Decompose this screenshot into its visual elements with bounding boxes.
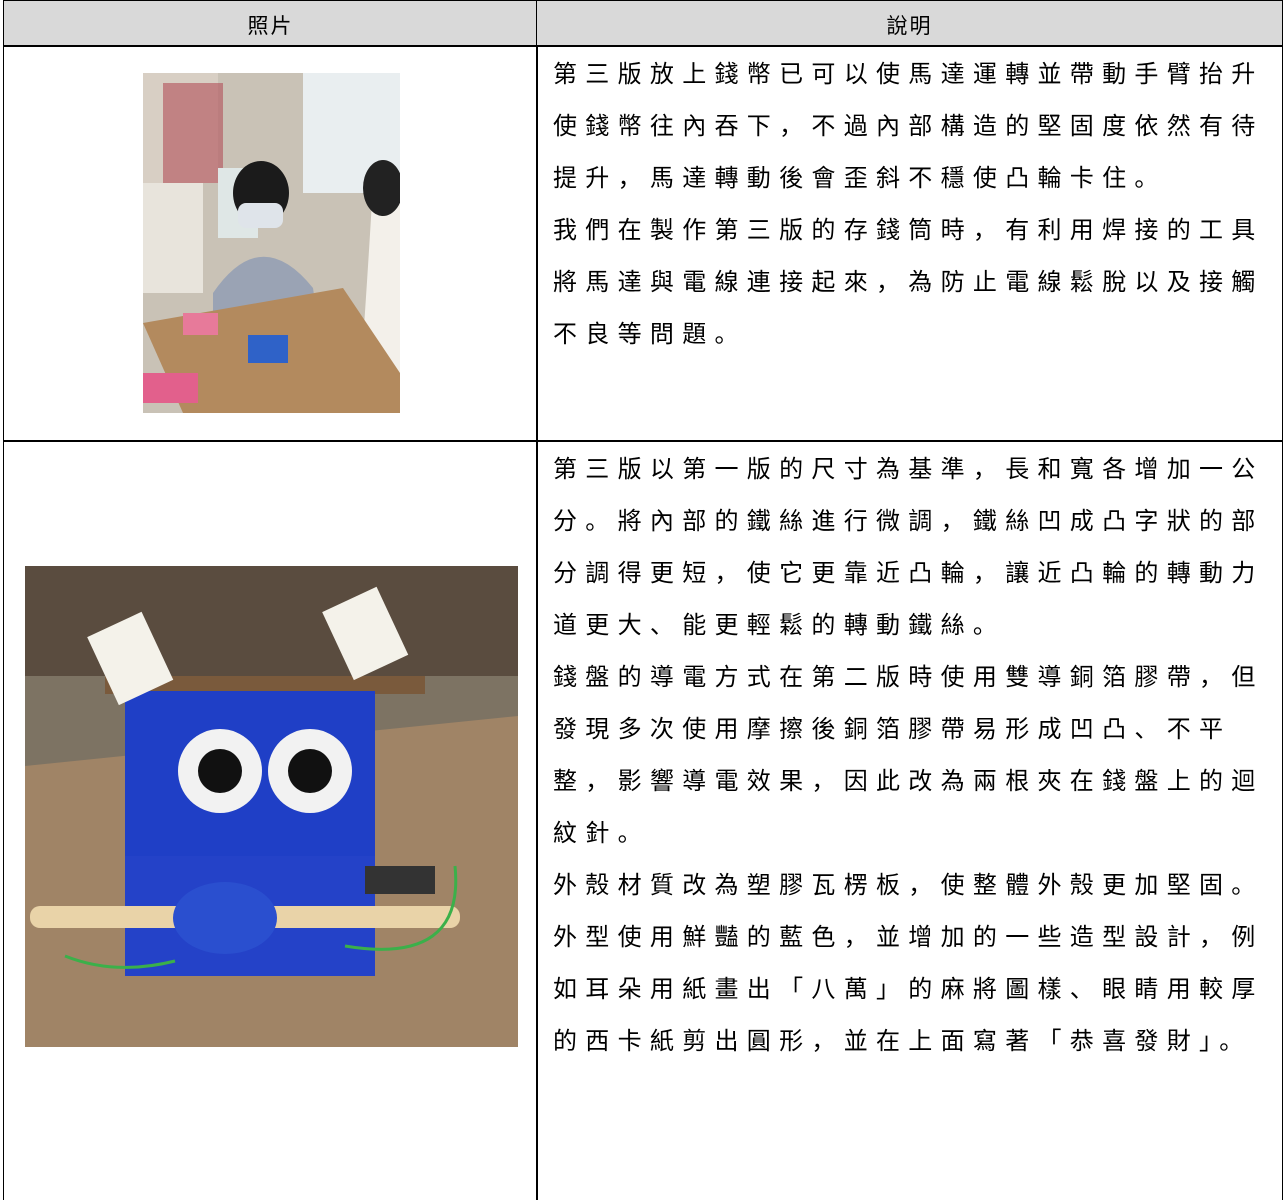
header-text: 說明	[886, 14, 933, 38]
text-line: 使錢幣往內吞下，不過內部構造的堅固度依然有待	[553, 112, 1264, 140]
text-line: 外殼材質改為塑膠瓦楞板，使整體外殼更加堅固。	[553, 871, 1264, 899]
description-text: 第三版以第一版的尺寸為基準，長和寬各增加一公 分。將內部的鐵絲進行微調，鐵絲凹成凸…	[553, 443, 1264, 1067]
text-line: 紋針。	[553, 819, 650, 847]
description-text: 第三版放上錢幣已可以使馬達運轉並帶動手臂抬升 使錢幣往內吞下，不過內部構造的堅固度…	[553, 48, 1264, 360]
text-line: 外型使用鮮豔的藍色，並增加的一些造型設計，例	[553, 923, 1264, 951]
text-line: 道更大、能更輕鬆的轉動鐵絲。	[553, 611, 1006, 639]
text-line: 的西卡紙剪出圓形，並在上面寫著「恭喜發財」。	[553, 1027, 1252, 1055]
header-text: 照片	[247, 14, 294, 38]
row-cell	[3, 45, 538, 442]
photo-money-box	[25, 566, 518, 1047]
photo-soldering	[143, 73, 400, 413]
text-line: 發現多次使用摩擦後銅箔膠帶易形成凹凸、不平	[553, 715, 1232, 743]
text-line: 分調得更短，使它更靠近凸輪，讓近凸輪的轉動力	[553, 559, 1264, 587]
text-line: 整，影響導電效果，因此改為兩根夾在錢盤上的迴	[553, 767, 1264, 795]
text-line: 第三版以第一版的尺寸為基準，長和寬各增加一公	[553, 455, 1264, 483]
text-line: 第三版放上錢幣已可以使馬達運轉並帶動手臂抬升	[553, 60, 1264, 88]
text-line: 如耳朵用紙畫出「八萬」的麻將圖樣、眼睛用較厚	[553, 975, 1264, 1003]
text-line: 我們在製作第三版的存錢筒時，有利用焊接的工具	[553, 216, 1264, 244]
text-line: 錢盤的導電方式在第二版時使用雙導銅箔膠帶，但	[553, 663, 1264, 691]
text-line: 分。將內部的鐵絲進行微調，鐵絲凹成凸字狀的部	[553, 507, 1264, 535]
text-line: 不良等問題。	[553, 320, 747, 348]
header-cell-photo	[3, 0, 538, 47]
text-line: 將馬達與電線連接起來，為防止電線鬆脫以及接觸	[553, 268, 1264, 296]
text-line: 提升，馬達轉動後會歪斜不穩使凸輪卡住。	[553, 164, 1167, 192]
row-cell	[3, 440, 538, 1200]
header-cell-desc	[536, 0, 1283, 47]
